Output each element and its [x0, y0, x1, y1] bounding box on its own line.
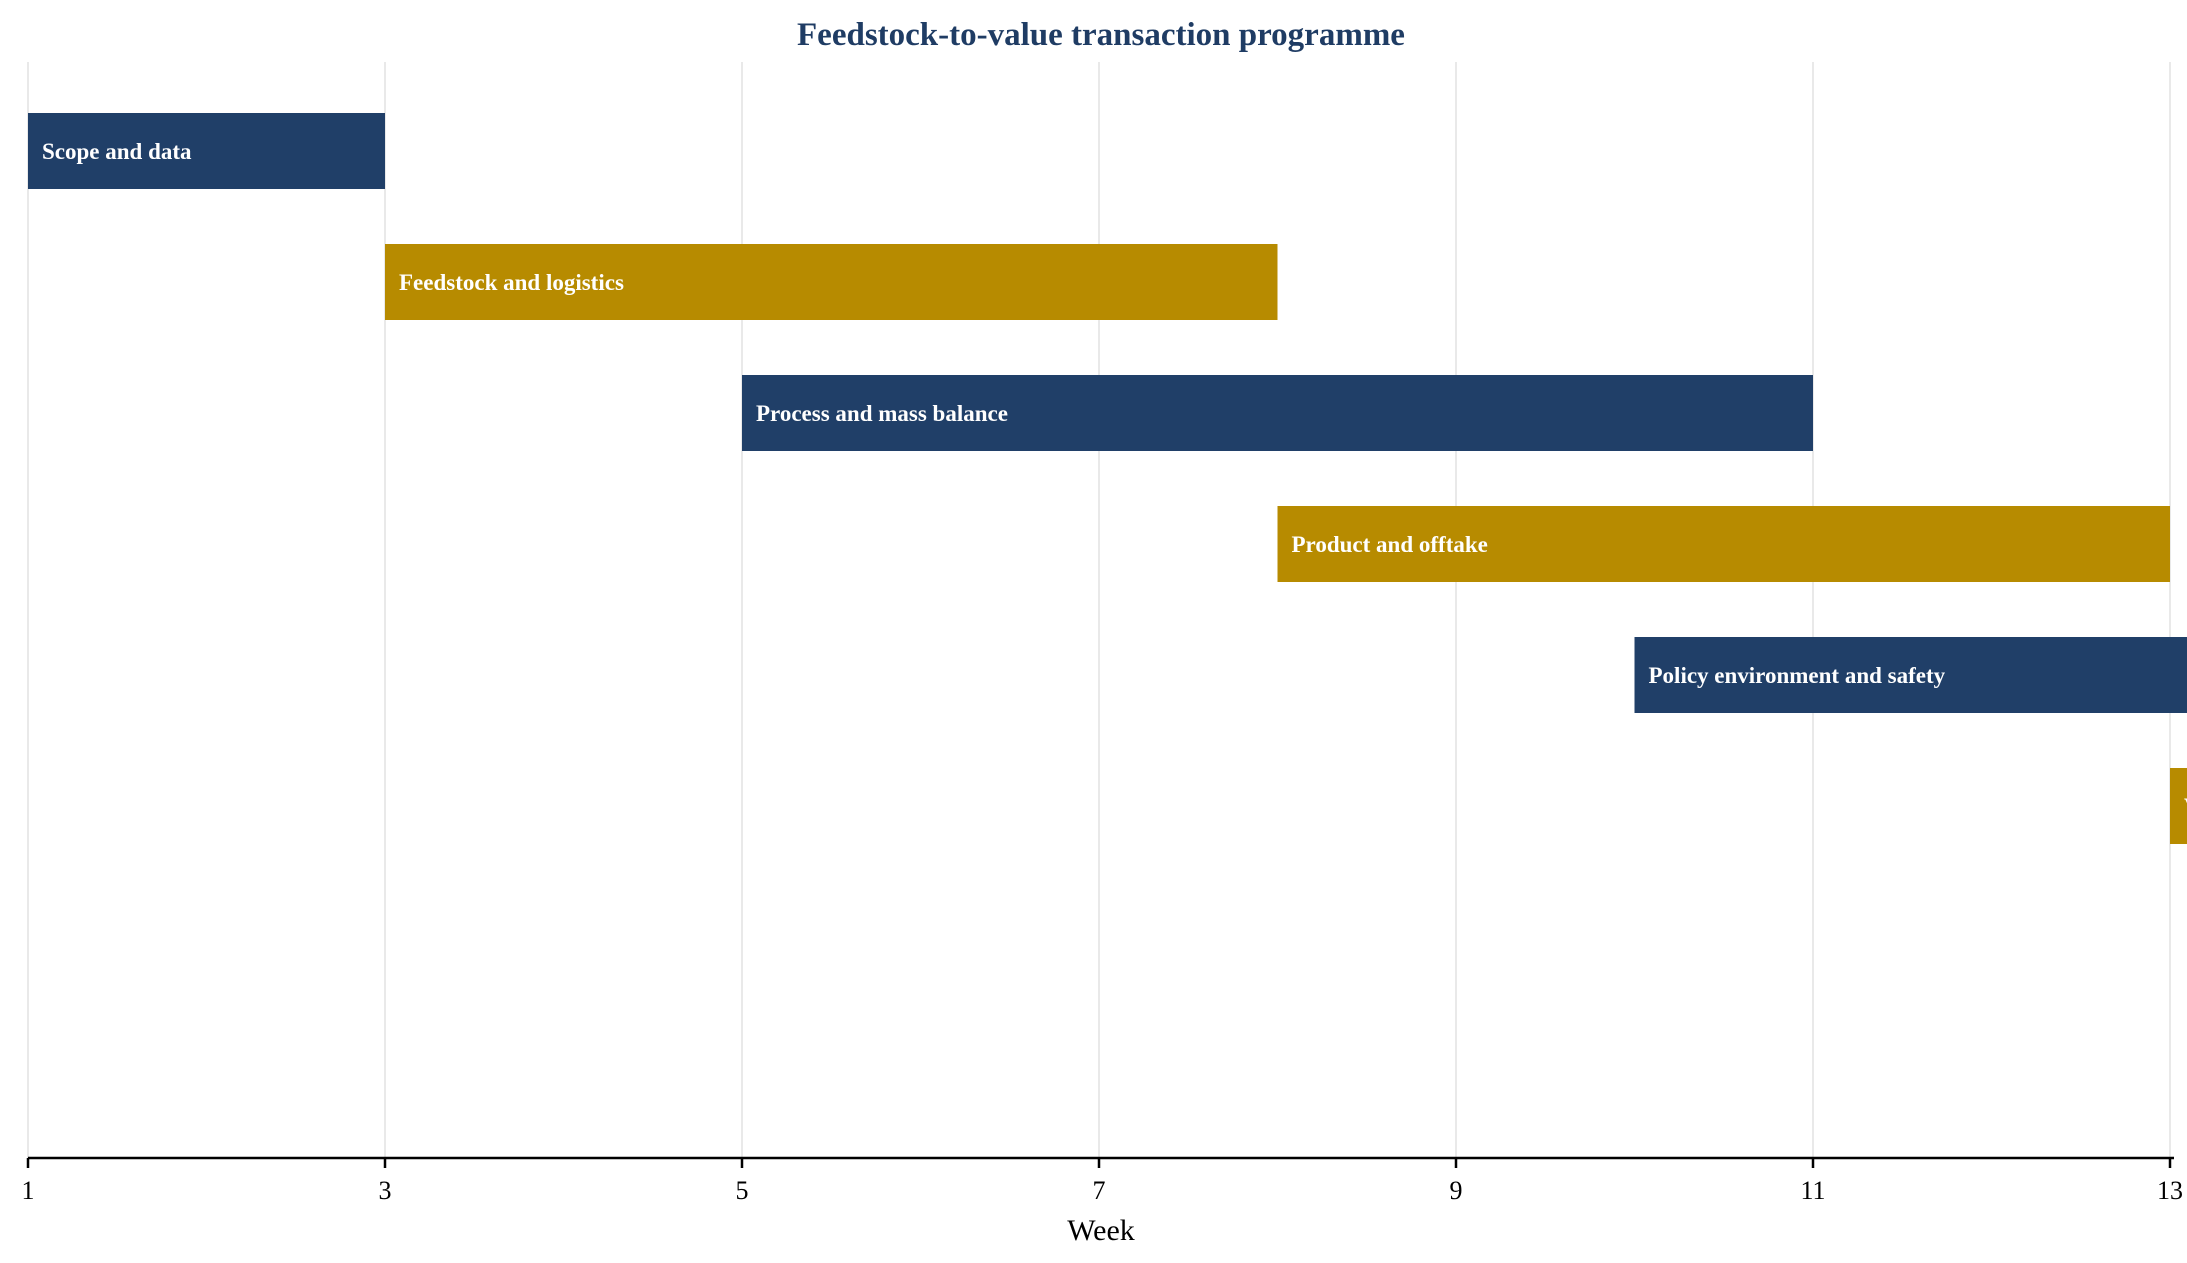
x-tick-label: 3 [379, 1176, 392, 1205]
bars: Scope and data Feedstock and logistics Pro… [28, 113, 2187, 844]
task-bar-label: Product and offtake [1292, 532, 1488, 557]
task-bar [385, 244, 1278, 320]
chart-title: Feedstock-to-value transaction programme [797, 17, 1405, 53]
grid-lines [27, 62, 2171, 1158]
x-axis-ticks: 1357911131517192123 [22, 1158, 2183, 1205]
task-bar [2170, 768, 2187, 844]
task-bar-label: Policy environment and safety [1649, 663, 1946, 688]
x-tick-label: 11 [1800, 1176, 1825, 1205]
task-bar [742, 375, 1813, 451]
task-bar-label: Scope and data [42, 139, 192, 164]
task-bar [1277, 506, 2170, 582]
x-axis-label: Week [1067, 1214, 1135, 1247]
x-tick-label: 5 [736, 1176, 749, 1205]
task-bar-label: Feedstock and logistics [399, 270, 624, 295]
task-bar-label: Valuation and financing [2184, 794, 2187, 819]
task-bar [1634, 637, 2187, 713]
x-tick-label: 7 [1093, 1176, 1106, 1205]
task-bar [28, 113, 385, 189]
x-tick-label: 1 [22, 1176, 35, 1205]
x-tick-label: 13 [2157, 1176, 2183, 1205]
x-tick-label: 9 [1450, 1176, 1463, 1205]
task-bar-label: Process and mass balance [756, 401, 1008, 426]
